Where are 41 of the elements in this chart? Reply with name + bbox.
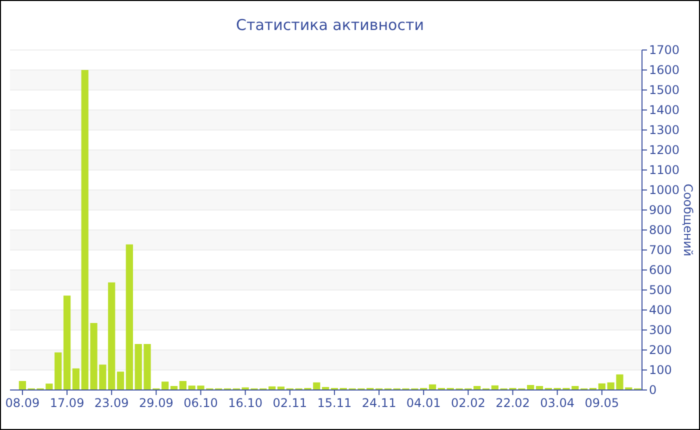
x-tick-label: 22.02 bbox=[496, 396, 530, 410]
bar bbox=[179, 381, 186, 390]
x-tick-label: 29.09 bbox=[138, 396, 174, 410]
y-tick-label: 1600 bbox=[649, 63, 680, 77]
y-tick-label: 300 bbox=[649, 323, 672, 337]
bar bbox=[63, 296, 71, 390]
y-tick-label: 1700 bbox=[649, 43, 680, 57]
y-tick-label: 600 bbox=[649, 263, 672, 277]
x-tick-label: 03.04 bbox=[540, 396, 574, 410]
y-tick-label: 800 bbox=[649, 223, 672, 237]
x-tick-label: 16.10 bbox=[228, 396, 262, 410]
bar bbox=[116, 372, 124, 390]
x-tick-label: 04.01 bbox=[406, 396, 441, 410]
chart-title: Статистика активности bbox=[236, 16, 424, 34]
y-tick-label: 1300 bbox=[649, 123, 680, 137]
y-tick-label: 200 bbox=[649, 343, 672, 357]
bar bbox=[126, 244, 133, 390]
x-tick-label: 02.11 bbox=[272, 396, 308, 410]
y-tick-label: 500 bbox=[649, 283, 672, 297]
y-tick-label: 0 bbox=[649, 383, 657, 397]
y-tick-label: 1000 bbox=[649, 183, 680, 197]
bar bbox=[18, 381, 26, 390]
x-tick-label: 02.02 bbox=[450, 396, 486, 410]
x-tick-label: 15.11 bbox=[317, 396, 352, 410]
x-tick-label: 09.05 bbox=[584, 396, 620, 410]
x-tick-label: 23.09 bbox=[94, 396, 129, 410]
y-tick-label: 900 bbox=[649, 203, 672, 217]
bar bbox=[162, 382, 169, 390]
y-tick-label: 1200 bbox=[649, 143, 680, 157]
y-tick-label: 1500 bbox=[649, 83, 680, 97]
bar bbox=[72, 368, 80, 390]
x-tick-label: 08.09 bbox=[5, 396, 40, 410]
x-tick-label: 06.10 bbox=[184, 396, 218, 410]
y-tick-label: 100 bbox=[649, 363, 672, 377]
x-tick-label: 17.09 bbox=[50, 396, 84, 410]
x-tick-label: 24.11 bbox=[362, 396, 396, 410]
y-tick-label: 400 bbox=[649, 303, 672, 317]
y-tick-label: 1400 bbox=[649, 103, 680, 117]
y-axis-title: Сообщений bbox=[681, 184, 695, 256]
y-tick-label: 700 bbox=[649, 243, 672, 257]
y-tick-label: 1100 bbox=[649, 163, 680, 177]
